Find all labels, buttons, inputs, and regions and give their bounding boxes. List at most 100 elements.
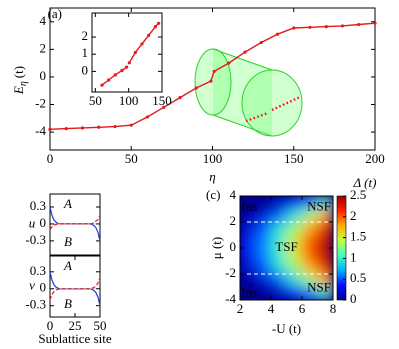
heat-cell: [240, 196, 256, 210]
y-label-subscript: η: [18, 81, 29, 86]
heat-cell: [255, 208, 272, 223]
x-tick-label: 150: [284, 151, 304, 166]
region-label: NSF: [307, 199, 331, 214]
data-point: [48, 127, 52, 131]
x-tick-label: 6: [299, 301, 306, 316]
heat-cell: [301, 260, 318, 275]
cylinder: [194, 48, 303, 137]
line: [101, 22, 160, 86]
heat-cell: [270, 286, 287, 300]
y-tick-label: 0.3: [30, 263, 46, 278]
heat-cell: [240, 247, 256, 262]
heat-cell: [240, 234, 256, 249]
heat-cell: [270, 260, 287, 275]
heat-cell: [255, 234, 272, 249]
x-axis-label: -U (t): [272, 321, 301, 336]
heatmap-cells: [240, 196, 333, 300]
heat-cell: [255, 260, 272, 275]
x-tick-label: 8: [330, 301, 337, 316]
heat-cell: [286, 247, 303, 262]
y-tick-label: 4: [40, 13, 47, 28]
y-tick-label: -0.3: [25, 232, 46, 247]
heat-cell: [301, 196, 318, 210]
colorbar-tick-label: 1: [350, 249, 357, 264]
heat-cell: [317, 247, 333, 262]
heat-cell: [240, 260, 256, 275]
heat-cell: [240, 286, 256, 300]
heat-cell: [317, 208, 333, 223]
cylinder-edge: [212, 48, 273, 71]
x-tick-label: 100: [119, 93, 139, 108]
y-tick-label: -0.3: [25, 297, 46, 312]
heat-cell: [255, 221, 272, 236]
y-tick-label: 0: [40, 68, 47, 83]
colorbar-tick-label: 2.5: [350, 187, 366, 202]
y-tick-label: 0: [40, 215, 47, 230]
panel-label: (a): [48, 6, 62, 21]
heat-cell: [270, 234, 287, 249]
x-axis-label: η: [209, 169, 215, 184]
region-label: Ins: [241, 284, 257, 299]
colorbar-label: Δ (t): [353, 175, 377, 190]
x-tick-label: 4: [268, 301, 275, 316]
heat-cell: [270, 208, 287, 223]
y-tick-label: -4: [225, 291, 236, 306]
heat-cell: [301, 208, 318, 223]
series-label: B: [64, 296, 72, 311]
x-tick-label: 150: [152, 93, 172, 108]
heat-cell: [270, 247, 287, 262]
heat-cell: [301, 286, 318, 300]
y-axis-label: u: [29, 215, 36, 230]
heat-cell: [301, 273, 318, 288]
x-tick-label: 0: [47, 318, 54, 333]
heat-cell: [270, 196, 287, 210]
colorbar-tick-label: 2: [350, 208, 357, 223]
heat-cell: [317, 273, 333, 288]
x-tick-label: 100: [203, 151, 223, 166]
line: [49, 215, 101, 230]
x-tick-label: 200: [365, 151, 385, 166]
series-label: A: [63, 258, 72, 273]
panel-label: (c): [206, 187, 220, 202]
colorbar-tick-label: 1.5: [350, 229, 366, 244]
y-tick-label: 0: [40, 280, 47, 295]
y-label-unit: (t): [11, 66, 26, 78]
series-label: B: [64, 234, 72, 249]
region-label: Ins: [241, 199, 257, 214]
heat-cell: [240, 221, 256, 236]
frame: [91, 12, 163, 93]
x-tick-label: 50: [125, 151, 138, 166]
region-label: TSF: [275, 239, 297, 254]
y-tick-label: -4: [35, 123, 46, 138]
cylinder-body: [213, 49, 272, 136]
frame: [49, 255, 101, 318]
y-axis-label: v: [29, 277, 35, 292]
x-tick-label: 50: [89, 93, 102, 108]
cylinder-end: [241, 69, 303, 137]
cylinder-end: [194, 48, 232, 116]
region-label: NSF: [307, 279, 331, 294]
colorbar-tick-label: 0: [350, 291, 357, 306]
y-tick-label: 0: [230, 239, 237, 254]
heat-cell: [240, 208, 256, 223]
x-tick-label: 2: [237, 301, 244, 316]
y-tick-label: 0: [82, 62, 89, 77]
heat-cell: [286, 286, 303, 300]
y-tick-label: 4: [230, 187, 237, 202]
heat-cell: [255, 273, 272, 288]
heat-cell: [317, 221, 333, 236]
heat-cell: [270, 221, 287, 236]
heat-cell: [301, 247, 318, 262]
heat-cell: [286, 208, 303, 223]
line: [49, 277, 101, 301]
line: [49, 22, 376, 130]
heat-cell: [317, 196, 333, 210]
heatmap: [240, 196, 333, 300]
colorbar-tick-label: 0.5: [350, 270, 366, 285]
x-axis-label: Sublattice site: [38, 331, 112, 346]
x-tick-label: 0: [47, 151, 54, 166]
y-tick-label: 2: [230, 213, 237, 228]
x-tick-label: 25: [69, 318, 82, 333]
